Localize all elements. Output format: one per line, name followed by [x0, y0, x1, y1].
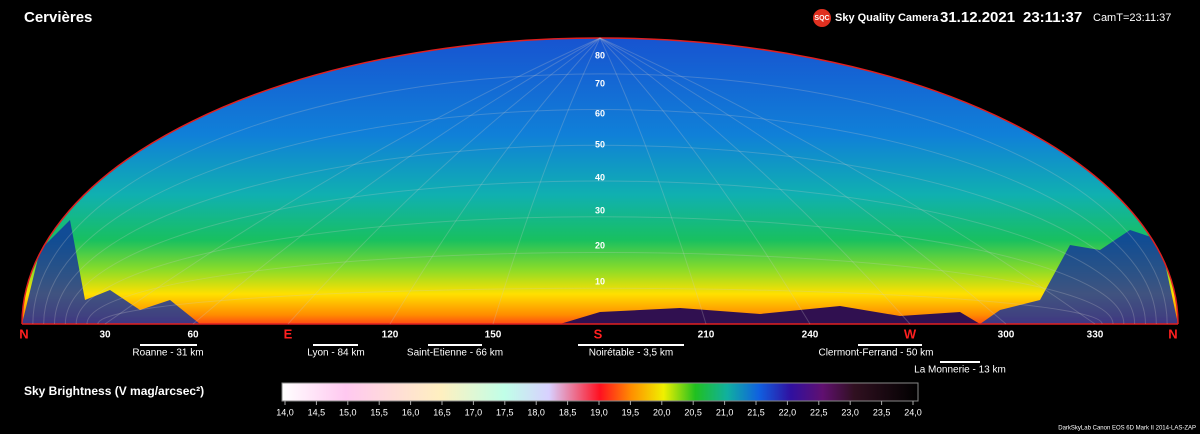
colorbar-tick-label: 20,5: [684, 407, 702, 417]
altitude-label: 80: [595, 50, 605, 60]
town-label: La Monnerie - 13 km: [914, 365, 1006, 376]
camera-time: CamT=23:11:37: [1093, 12, 1171, 24]
town-label: Saint-Etienne - 66 km: [407, 348, 503, 359]
azimuth-label: S: [594, 326, 603, 341]
azimuth-label: 300: [998, 330, 1015, 341]
alt-az-grid: [32, 37, 1168, 325]
azimuth-label: 60: [187, 330, 199, 341]
alt-circle: [86, 252, 1114, 325]
town-label: Lyon - 84 km: [307, 348, 364, 359]
colorbar-tick-label: 16,5: [433, 407, 451, 417]
altitude-label: 70: [595, 78, 605, 88]
colorbar-tick-label: 22,0: [779, 407, 797, 417]
colorbar-tick-label: 15,0: [339, 407, 357, 417]
az-line: [599, 37, 707, 325]
altitude-label: 30: [595, 205, 605, 215]
az-line: [599, 37, 1007, 325]
azimuth-label: 30: [99, 330, 111, 341]
alt-circle: [32, 73, 1168, 325]
az-line: [492, 37, 601, 325]
azimuth-label: 240: [802, 330, 819, 341]
sky-image: [22, 38, 1178, 324]
colorbar-tick-label: 18,0: [527, 407, 545, 417]
altitude-label: 20: [595, 240, 605, 250]
time: 23:11:37: [1023, 9, 1082, 26]
colorbar-tick-label: 15,5: [370, 407, 388, 417]
date: 31.12.2021: [940, 9, 1015, 26]
colorbar-tick-label: 19,0: [590, 407, 608, 417]
azimuth-label: N: [1168, 326, 1177, 341]
colorbar-tick-label: 18,5: [559, 407, 577, 417]
colorbar-tick-label: 19,5: [622, 407, 640, 417]
product-name: Sky Quality Camera: [835, 12, 939, 24]
logo-badge: [813, 9, 831, 27]
azimuth-label: E: [284, 326, 293, 341]
colorbar-tick-label: 14,0: [276, 407, 294, 417]
site-title: Cervières: [24, 9, 92, 26]
alt-circle: [64, 180, 1136, 325]
azimuth-label: 330: [1087, 330, 1104, 341]
azimuth-label: W: [904, 326, 917, 341]
az-line: [389, 37, 601, 325]
colorbar-tick-label: 21,0: [716, 407, 734, 417]
alt-circle: [54, 144, 1146, 325]
azimuth-label: N: [19, 326, 28, 341]
town-label: Roanne - 31 km: [132, 348, 203, 359]
altitude-label: 10: [595, 276, 605, 286]
az-line: [104, 37, 601, 325]
colorbar-tick-label: 17,0: [465, 407, 483, 417]
az-line: [599, 37, 1096, 325]
town-label: Noirétable - 3,5 km: [589, 348, 673, 359]
colorbar: [281, 382, 919, 402]
az-line: [599, 37, 811, 325]
altitude-label: 40: [595, 172, 605, 182]
alt-circle: [97, 287, 1103, 325]
colorbar-tick-label: 23,5: [873, 407, 891, 417]
azimuth-label: 120: [382, 330, 399, 341]
altitude-label: 50: [595, 139, 605, 149]
colorbar-tick-label: 20,0: [653, 407, 671, 417]
colorbar-tick-label: 16,0: [402, 407, 420, 417]
colorbar-tick-label: 24,0: [904, 407, 922, 417]
az-line: [599, 37, 911, 325]
colorbar-tick-label: 23,0: [841, 407, 859, 417]
azimuth-label: 210: [698, 330, 715, 341]
alt-circle: [75, 216, 1125, 325]
colorbar-tick-label: 22,5: [810, 407, 828, 417]
town-label: Clermont-Ferrand - 50 km: [818, 348, 933, 359]
footer: DarkSkyLab Canon EOS 6D Mark II 2014-LAS…: [1058, 426, 1196, 432]
az-line: [192, 37, 601, 325]
colorbar-tick-label: 14,5: [308, 407, 326, 417]
colorbar-label: Sky Brightness (V mag/arcsec²): [24, 384, 204, 398]
logo: SQC: [814, 15, 829, 22]
altitude-label: 60: [595, 108, 605, 118]
colorbar-tick-label: 17,5: [496, 407, 514, 417]
azimuth-label: 150: [485, 330, 502, 341]
colorbar-tick-label: 21,5: [747, 407, 765, 417]
az-line: [287, 37, 601, 325]
